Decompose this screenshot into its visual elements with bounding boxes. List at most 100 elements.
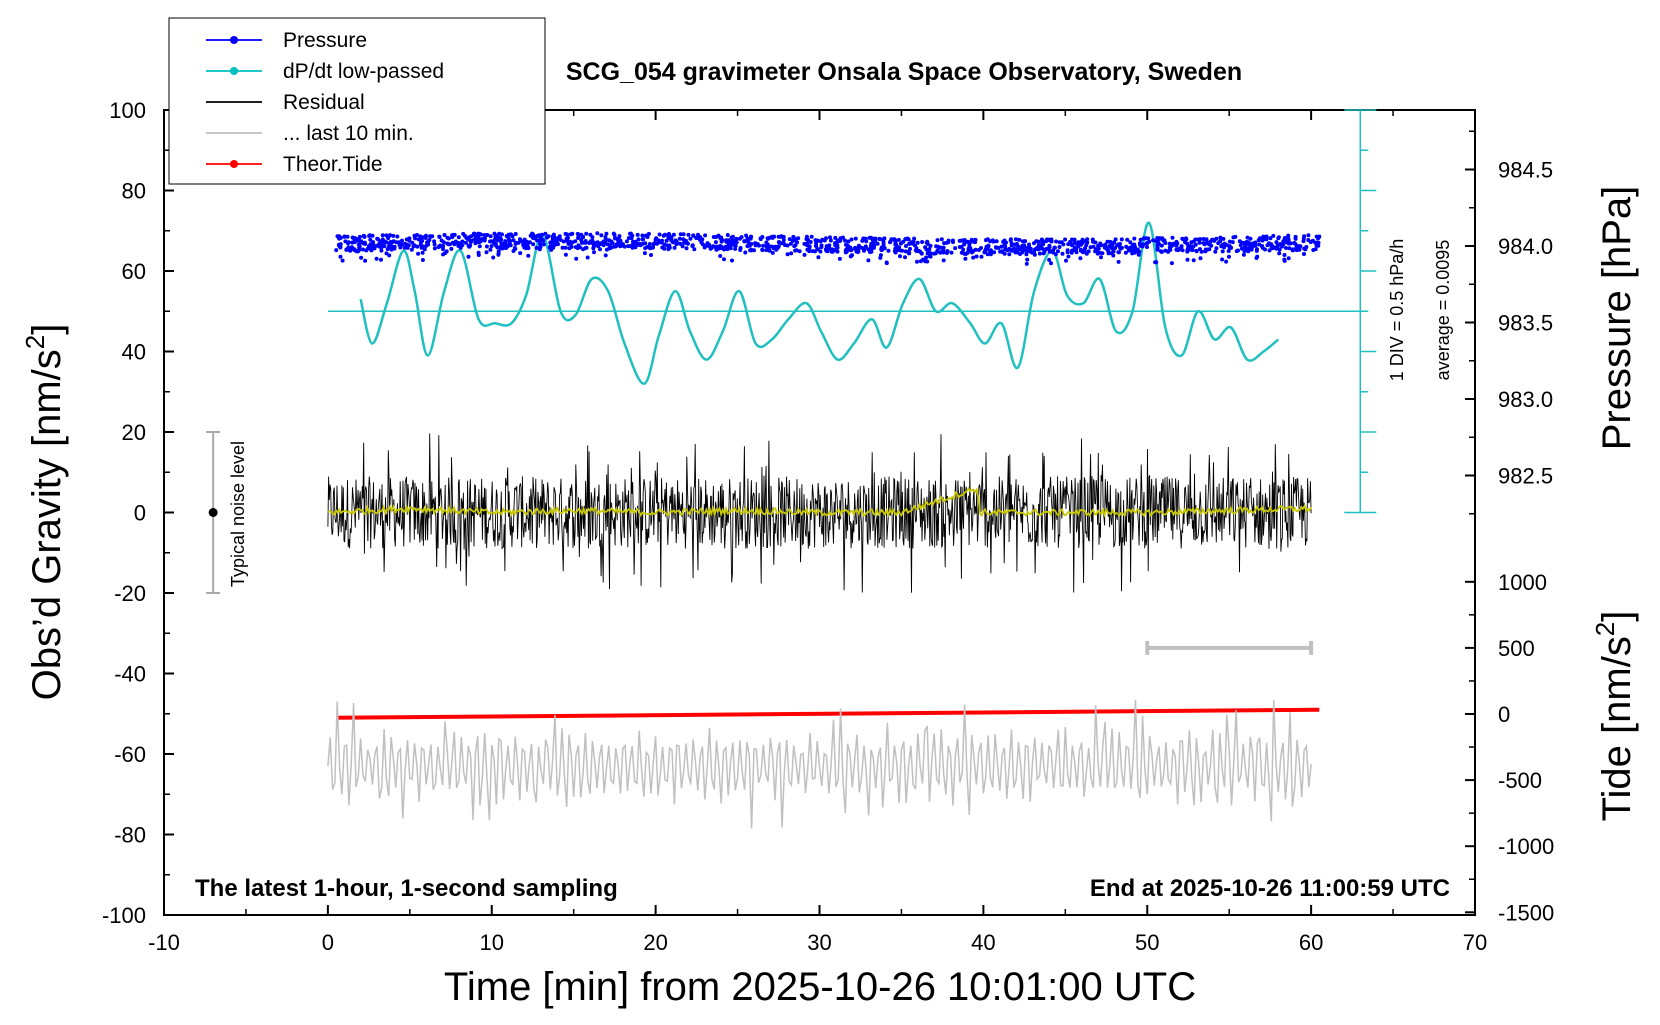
- pressure-point: [599, 233, 604, 238]
- pressure-point: [1230, 240, 1235, 245]
- theor-tide-series: [336, 707, 1320, 720]
- pressure-point: [1198, 237, 1203, 242]
- pressure-point: [932, 251, 937, 256]
- residual-lowpass-line: [327, 486, 1312, 518]
- pressure-point: [927, 254, 932, 259]
- tide-axis-title-main: Tide [nm/s: [1595, 636, 1639, 821]
- last-10-min-bar: [1145, 640, 1314, 655]
- y-axis-title-left: Obs’d Gravity [nm/s2]: [20, 324, 69, 701]
- pressure-point: [1311, 248, 1316, 252]
- pressure-point: [1199, 249, 1204, 254]
- pressure-point: [503, 239, 508, 244]
- pressure-point: [461, 231, 466, 236]
- pressure-point: [1025, 257, 1030, 262]
- pressure-point: [690, 243, 695, 248]
- pressure-point: [739, 235, 744, 240]
- pressure-point: [345, 234, 350, 239]
- pressure-point: [788, 241, 793, 246]
- pressure-point: [1277, 251, 1282, 256]
- pressure-point: [706, 242, 711, 247]
- pressure-point: [499, 237, 504, 242]
- pressure-point: [703, 233, 708, 238]
- end-time-note: End at 2025-10-26 11:00:59 UTC: [1090, 875, 1450, 902]
- legend-label: Pressure: [283, 29, 367, 52]
- pressure-point: [585, 255, 590, 260]
- pressure-point: [718, 254, 723, 258]
- pressure-point: [520, 239, 524, 244]
- pressure-point: [636, 237, 641, 242]
- pressure-point: [1190, 248, 1195, 253]
- pressure-point: [602, 240, 607, 245]
- pressure-point: [472, 237, 477, 242]
- x-tick-label: 60: [1299, 930, 1323, 955]
- pressure-point: [412, 243, 417, 248]
- pressure-point: [492, 237, 497, 242]
- pressure-point: [1116, 259, 1121, 264]
- pressure-point: [1048, 238, 1053, 243]
- pressure-point: [791, 234, 796, 239]
- pressure-point: [337, 242, 341, 247]
- pressure-point: [580, 240, 584, 245]
- pressure-point: [1286, 236, 1291, 241]
- pressure-point: [781, 237, 786, 242]
- last-10-min-line: [327, 699, 1312, 829]
- pressure-point: [1051, 248, 1056, 253]
- pressure-point: [413, 236, 417, 241]
- pressure-point: [1156, 241, 1161, 246]
- pressure-point: [743, 250, 748, 255]
- pressure-point: [848, 254, 853, 259]
- pressure-point: [1005, 248, 1010, 253]
- pressure-point: [1140, 244, 1145, 249]
- tide-axis-title: Tide [nm/s2]: [1590, 611, 1639, 822]
- pressure-point: [489, 244, 494, 249]
- pressure-point: [1045, 237, 1049, 242]
- pressure-point: [543, 231, 548, 236]
- pressure-point: [357, 244, 362, 249]
- pressure-point: [1007, 252, 1012, 257]
- pressure-point: [994, 239, 999, 244]
- pressure-point: [979, 246, 983, 250]
- pressure-point: [1106, 251, 1111, 256]
- tide-tick-label: 0: [1498, 702, 1510, 727]
- pressure-point: [1066, 254, 1071, 259]
- dpdt-series: [359, 221, 1280, 385]
- pressure-point: [1306, 233, 1311, 238]
- pressure-axis-title: Pressure [hPa]: [1595, 186, 1639, 451]
- pressure-point: [1049, 261, 1053, 266]
- pressure-point: [968, 248, 972, 253]
- pressure-point: [415, 233, 420, 237]
- pressure-point: [941, 258, 946, 263]
- pressure-point: [1241, 252, 1246, 257]
- pressure-point: [700, 242, 705, 247]
- pressure-point: [1065, 248, 1070, 253]
- pressure-point: [391, 233, 396, 238]
- pressure-point: [1091, 244, 1096, 249]
- dpdt-line: [359, 221, 1280, 385]
- pressure-point: [920, 240, 925, 244]
- pressure-point: [488, 234, 493, 239]
- pressure-point: [551, 245, 556, 250]
- pressure-point: [923, 245, 928, 250]
- pressure-point: [428, 234, 433, 239]
- pressure-point: [886, 248, 891, 253]
- y-tick-label: 40: [122, 340, 146, 365]
- pressure-tick-label: 984.0: [1498, 234, 1553, 259]
- pressure-point: [579, 232, 584, 237]
- pressure-point: [1079, 248, 1083, 253]
- pressure-point: [898, 241, 903, 246]
- pressure-point: [513, 232, 518, 236]
- pressure-point: [744, 233, 749, 238]
- pressure-point: [472, 233, 477, 238]
- pressure-point: [849, 237, 854, 242]
- pressure-point: [420, 258, 425, 262]
- pressure-point: [496, 249, 501, 254]
- pressure-point: [944, 251, 949, 255]
- pressure-point: [513, 240, 518, 245]
- pressure-point: [1034, 239, 1039, 244]
- x-tick-label: -10: [148, 930, 180, 955]
- pressure-point: [495, 233, 500, 238]
- pressure-point: [1249, 245, 1254, 250]
- pressure-point: [853, 236, 858, 241]
- tide-tick-label: 1000: [1498, 570, 1547, 595]
- pressure-point: [544, 235, 549, 240]
